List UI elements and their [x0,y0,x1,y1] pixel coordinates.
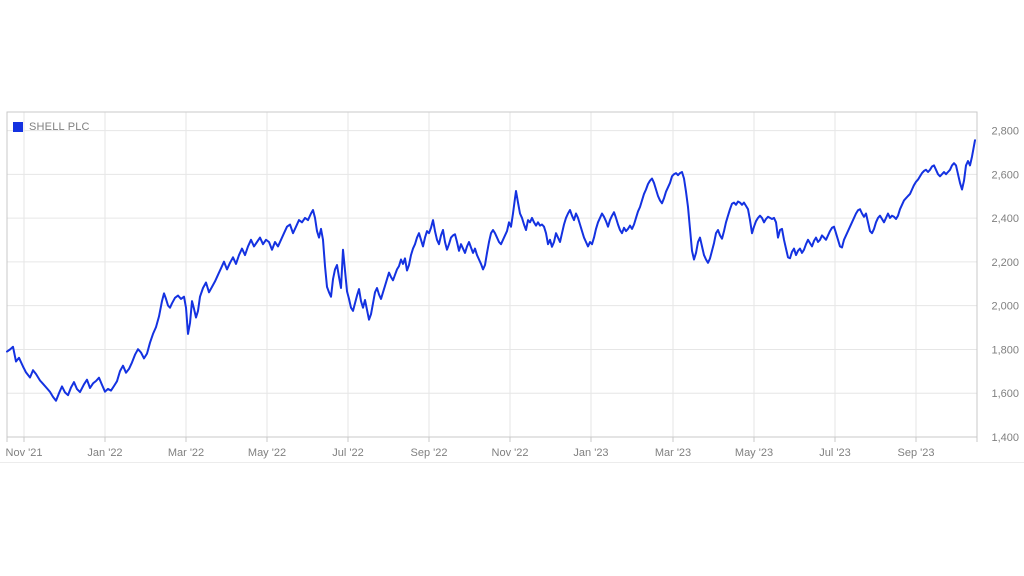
y-tick-label: 2,600 [991,169,1019,181]
y-tick-label: 1,600 [991,388,1019,400]
plot-area[interactable] [7,112,977,437]
y-tick-label: 2,200 [991,257,1019,269]
legend-item-shell-plc[interactable]: SHELL PLC [13,121,90,133]
legend-label: SHELL PLC [29,121,90,133]
x-tick-label: Mar '22 [168,447,204,459]
legend-marker-icon [13,122,23,132]
x-tick-label: Sep '22 [411,447,448,459]
x-tick-label: Mar '23 [655,447,691,459]
x-tick-label: Sep '23 [898,447,935,459]
x-tick-label: May '23 [735,447,773,459]
y-tick-label: 1,400 [991,432,1019,444]
x-tick-label: Jul '23 [819,447,850,459]
x-tick-label: Nov '22 [492,447,529,459]
x-tick-label: Jan '23 [573,447,608,459]
y-tick-label: 1,800 [991,344,1019,356]
plot-border [6,111,978,438]
y-tick-label: 2,000 [991,301,1019,313]
x-tick-label: Jul '22 [332,447,363,459]
chart-bottom-divider [0,462,1024,463]
y-tick-label: 2,800 [991,126,1019,138]
x-tick-label: May '22 [248,447,286,459]
x-tick-label: Jan '22 [87,447,122,459]
y-tick-label: 2,400 [991,213,1019,225]
x-tick-label: Nov '21 [6,447,43,459]
price-line-shell-plc [6,139,976,402]
